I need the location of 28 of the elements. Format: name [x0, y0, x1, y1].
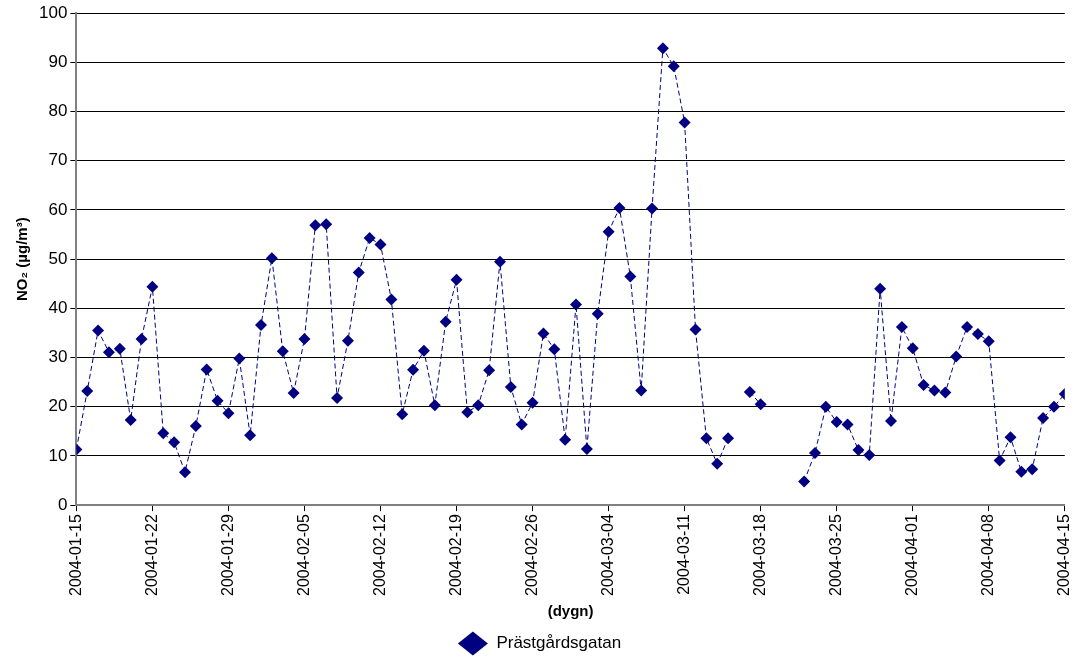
y-tick-label: 60 [48, 199, 68, 219]
y-tick-label: 10 [48, 445, 68, 465]
x-tick-label: 2004-02-26 [522, 514, 540, 596]
x-tick-label: 2004-04-08 [979, 514, 997, 596]
x-tick-label: 2004-02-19 [446, 514, 464, 596]
x-axis-title: (dygn) [547, 602, 594, 620]
x-tick-label: 2004-04-01 [903, 514, 921, 596]
x-tick-label: 2004-03-11 [675, 514, 693, 595]
x-tick-label: 2004-03-18 [751, 514, 769, 596]
y-tick-label: 0 [57, 494, 68, 514]
y-tick-label: 30 [48, 347, 68, 367]
x-tick-label: 2004-04-15 [1055, 514, 1073, 596]
y-tick-label: 80 [48, 101, 68, 121]
y-tick-label: 100 [38, 2, 68, 22]
y-tick-label: 70 [48, 150, 68, 170]
y-axis-title: NO₂ (µg/m³) [13, 217, 31, 301]
y-tick-label: 50 [48, 248, 68, 268]
y-tick-label: 40 [48, 298, 68, 318]
y-tick-label: 20 [48, 396, 68, 416]
x-tick-label: 2004-01-22 [142, 514, 160, 596]
y-tick-label: 90 [48, 52, 68, 72]
legend-label: Prästgårdsgatan [496, 633, 622, 653]
x-tick-label: 2004-02-05 [294, 514, 312, 596]
x-tick-label: 2004-02-12 [370, 514, 388, 596]
x-tick-label: 2004-01-29 [218, 514, 236, 596]
x-tick-label: 2004-03-25 [827, 514, 845, 596]
x-tick-label: 2004-01-15 [66, 514, 84, 596]
x-tick-label: 2004-03-04 [599, 514, 616, 596]
